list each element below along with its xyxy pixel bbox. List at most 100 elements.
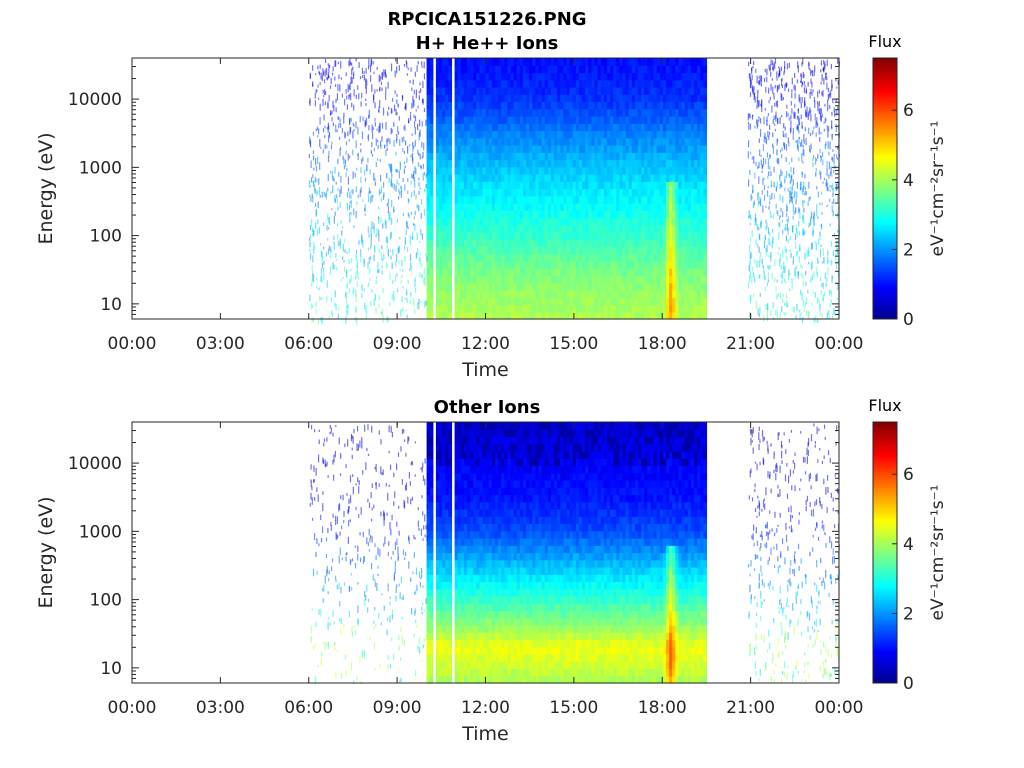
spectrogram-cell — [529, 253, 533, 262]
spectrogram-speck — [780, 66, 783, 72]
spectrogram-speck — [408, 199, 410, 202]
spectrogram-cell — [547, 203, 552, 211]
spectrogram-cell — [594, 304, 599, 313]
spectrogram-speck — [832, 210, 834, 217]
spectrogram-speck — [320, 268, 323, 274]
spectrogram-cell — [547, 123, 552, 132]
spectrogram-cell — [479, 123, 484, 132]
spectrogram-speck — [312, 174, 314, 179]
spectrogram-cell — [460, 239, 465, 248]
spectrogram-cell — [544, 101, 549, 110]
spectrogram-cell — [460, 159, 465, 168]
spectrogram-cell — [616, 232, 620, 240]
spectrogram-cell — [678, 246, 683, 255]
spectrogram-cell — [538, 304, 543, 313]
spectrogram-cell — [550, 253, 555, 262]
spectrogram-cell — [659, 94, 664, 103]
spectrogram-speck — [786, 300, 788, 308]
spectrogram-speck — [340, 60, 342, 69]
spectrogram-cell — [491, 210, 496, 219]
spectrogram-speck — [342, 277, 344, 280]
spectrogram-cell — [501, 159, 505, 168]
spectrogram-cell — [572, 239, 577, 248]
spectrogram-speck — [760, 118, 762, 124]
spectrogram-cell — [638, 116, 642, 124]
spectrogram-cell — [507, 152, 512, 161]
spectrogram-cell — [479, 174, 484, 182]
spectrogram-speck — [314, 188, 316, 193]
spectrogram-speck — [798, 94, 800, 102]
spectrogram-speck — [352, 149, 354, 156]
spectrogram-speck — [377, 158, 379, 161]
spectrogram-cell — [603, 101, 608, 110]
spectrogram-cell — [522, 58, 527, 66]
spectrogram-cell — [684, 188, 689, 197]
spectrogram-cell — [550, 94, 555, 103]
spectrogram-cell — [616, 116, 620, 124]
spectrogram-cell — [644, 181, 648, 190]
spectrogram-speck — [760, 154, 762, 158]
spectrogram-speck — [800, 289, 802, 293]
spectrogram-cell — [522, 217, 527, 226]
spectrogram-cell — [467, 311, 471, 320]
spectrogram-cell — [504, 224, 509, 233]
spectrogram-speck — [749, 294, 752, 303]
spectrogram-cell — [504, 152, 509, 161]
spectrogram-cell — [628, 275, 633, 284]
spectrogram-cell — [610, 116, 614, 124]
spectrogram-cell — [504, 72, 509, 81]
spectrogram-cell — [641, 261, 645, 269]
spectrogram-cell — [622, 210, 627, 219]
spectrogram-cell — [507, 253, 512, 262]
spectrogram-cell — [690, 239, 695, 248]
spectrogram-speck — [352, 74, 355, 80]
spectrogram-cell — [544, 174, 549, 182]
spectrogram-cell — [638, 58, 642, 66]
spectrogram-cell — [675, 224, 680, 233]
spectrogram-speck — [418, 95, 420, 101]
spectrogram-cell — [656, 159, 661, 168]
spectrogram-cell — [463, 239, 468, 248]
spectrogram-speck — [415, 89, 418, 95]
spectrogram-cell — [544, 210, 549, 219]
spectrogram-speck — [772, 213, 774, 220]
spectrogram-cell — [535, 87, 540, 95]
spectrogram-cell — [547, 261, 552, 269]
spectrogram-speck — [749, 73, 751, 77]
spectrogram-speck — [328, 245, 330, 251]
spectrogram-cell — [575, 217, 580, 226]
spectrogram-cell — [529, 188, 533, 197]
spectrogram-cell — [616, 290, 620, 298]
spectrogram-cell — [460, 282, 465, 291]
spectrogram-cell — [641, 282, 645, 291]
spectrogram-cell — [435, 304, 440, 313]
spectrogram-speck — [312, 83, 314, 87]
spectrogram-speck — [785, 224, 787, 231]
spectrogram-cell — [557, 123, 561, 132]
spectrogram-speck — [782, 298, 784, 303]
spectrogram-cell — [647, 282, 652, 291]
spectrogram-cell — [442, 123, 446, 132]
spectrogram-cell — [504, 246, 509, 255]
spectrogram-cell — [634, 159, 639, 168]
spectrogram-cell — [575, 181, 580, 190]
spectrogram-cell — [504, 166, 509, 175]
spectrogram-cell — [547, 166, 552, 175]
spectrogram-cell — [631, 195, 636, 204]
spectrogram-cell — [519, 87, 524, 95]
spectrogram-speck — [811, 274, 813, 281]
spectrogram-cell — [535, 290, 540, 298]
spectrogram-speck — [370, 233, 372, 241]
spectrogram-speck — [338, 240, 340, 247]
spectrogram-cell — [491, 123, 496, 132]
spectrogram-cell — [522, 79, 527, 88]
spectrogram-cell — [516, 290, 521, 298]
spectrogram-cell — [666, 297, 670, 306]
spectrogram-cell — [684, 232, 689, 240]
spectrogram-speck — [334, 60, 336, 67]
spectrogram-cell — [672, 261, 676, 269]
spectrogram-cell — [575, 101, 580, 110]
spectrogram-cell — [690, 232, 695, 240]
spectrogram-cell — [513, 282, 518, 291]
spectrogram-speck — [413, 99, 415, 107]
